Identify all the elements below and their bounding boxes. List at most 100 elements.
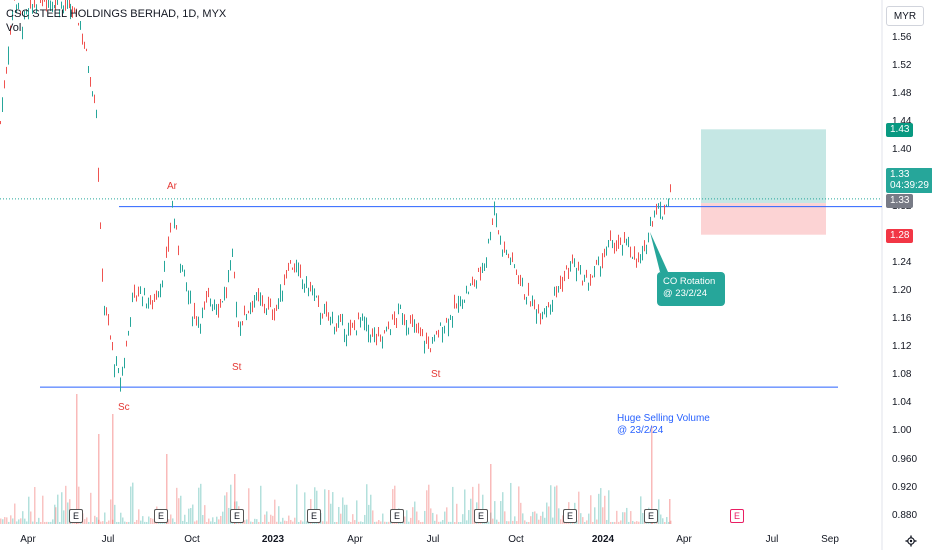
volume-bar: [548, 506, 550, 524]
earnings-marker[interactable]: E: [307, 509, 321, 523]
volume-bar: [382, 513, 384, 524]
volume-bar: [216, 516, 218, 524]
volume-bar: [596, 519, 598, 524]
volume-bar: [394, 485, 396, 524]
volume-bar: [124, 521, 126, 524]
label-st-1[interactable]: St: [232, 362, 242, 373]
price-tick: 1.52: [892, 60, 912, 72]
volume-bar: [666, 517, 668, 524]
volume-bar: [240, 522, 242, 524]
volume-bar: [442, 520, 444, 524]
volume-bar: [424, 510, 426, 524]
volume-bar: [640, 496, 642, 524]
volume-bar: [146, 521, 148, 524]
earnings-marker[interactable]: E: [730, 509, 744, 523]
volume-bar: [112, 519, 114, 524]
volume-bar: [122, 517, 124, 524]
volume-bar: [244, 520, 246, 524]
volume-label[interactable]: Vol: [6, 22, 22, 34]
volume-bar: [32, 521, 34, 524]
volume-bar: [172, 518, 174, 524]
volume-bar: [524, 520, 526, 524]
volume-bar: [246, 519, 248, 524]
volume-bar: [540, 515, 542, 524]
volume-bar: [420, 521, 422, 524]
volume-bar: [360, 521, 362, 524]
volume-bar: [88, 521, 90, 524]
price-tick: 0.880: [892, 509, 918, 521]
earnings-marker[interactable]: E: [390, 509, 404, 523]
volume-bar: [330, 503, 332, 524]
resistance-price-badge: 1.33: [886, 194, 914, 208]
volume-bar: [218, 519, 220, 524]
volume-bar: [90, 492, 92, 524]
volume-bar: [370, 494, 372, 524]
volume-bar: [636, 521, 638, 524]
huge-volume-note[interactable]: Huge Selling Volume @ 23/2/24: [617, 413, 710, 437]
volume-bar: [78, 486, 80, 524]
co-rotation-line-1: CO Rotation: [663, 276, 716, 287]
earnings-marker[interactable]: E: [69, 509, 83, 523]
stop-price-badge: 1.28: [886, 229, 914, 243]
earnings-marker[interactable]: E: [563, 509, 577, 523]
volume-bar: [94, 515, 96, 524]
price-tick: 1.00: [892, 425, 912, 437]
volume-bar: [208, 518, 210, 524]
volume-bar: [224, 495, 226, 524]
earnings-marker[interactable]: E: [474, 509, 488, 523]
label-st-2[interactable]: St: [431, 369, 441, 380]
currency-button[interactable]: MYR: [886, 6, 924, 26]
earnings-marker[interactable]: E: [644, 509, 658, 523]
volume-bar: [628, 521, 630, 524]
volume-bar: [248, 488, 250, 524]
volume-bar: [404, 516, 406, 524]
volume-bar: [140, 520, 142, 524]
time-tick: 2024: [591, 534, 615, 545]
volume-spike: [234, 474, 236, 524]
volume-bar: [616, 510, 618, 524]
volume-bar: [588, 513, 590, 524]
volume-bar: [630, 511, 632, 524]
volume-bar: [324, 489, 326, 524]
volume-bar: [492, 518, 494, 524]
volume-bar: [352, 514, 354, 524]
volume-bar: [500, 501, 502, 524]
volume-bar: [580, 513, 582, 524]
volume-bar: [110, 499, 112, 524]
co-rotation-line-2: @ 23/2/24: [663, 288, 707, 299]
volume-bar: [28, 496, 30, 524]
label-ar[interactable]: Ar: [167, 181, 177, 192]
volume-bar: [480, 522, 482, 524]
volume-bar: [562, 515, 564, 524]
volume-bar: [8, 521, 10, 524]
volume-bar: [600, 488, 602, 524]
volume-bar: [266, 511, 268, 524]
label-sc[interactable]: Sc: [118, 402, 130, 413]
volume-bar: [440, 521, 442, 524]
earnings-marker[interactable]: E: [154, 509, 168, 523]
volume-bar: [622, 512, 624, 524]
price-tick: 0.920: [892, 481, 918, 493]
gear-icon[interactable]: [905, 535, 917, 547]
volume-bar: [454, 521, 456, 524]
symbol-title[interactable]: CSC STEEL HOLDINGS BERHAD, 1D, MYX: [6, 8, 227, 20]
volume-bar: [452, 486, 454, 524]
volume-bar: [126, 522, 128, 524]
volume-bar: [504, 511, 506, 524]
volume-bar: [586, 520, 588, 524]
volume-bar: [196, 520, 198, 524]
volume-bar: [288, 515, 290, 524]
volume-bar: [556, 485, 558, 524]
co-rotation-callout[interactable]: CO Rotation @ 23/2/24: [657, 272, 725, 306]
countdown: 04:39:29: [890, 180, 929, 191]
price-tick: 1.12: [892, 341, 912, 353]
volume-bar: [48, 521, 50, 524]
volume-bar: [582, 517, 584, 524]
volume-bar: [558, 508, 560, 524]
volume-bar: [106, 521, 108, 524]
volume-bar: [620, 520, 622, 524]
volume-bar: [298, 521, 300, 524]
earnings-marker[interactable]: E: [230, 509, 244, 523]
